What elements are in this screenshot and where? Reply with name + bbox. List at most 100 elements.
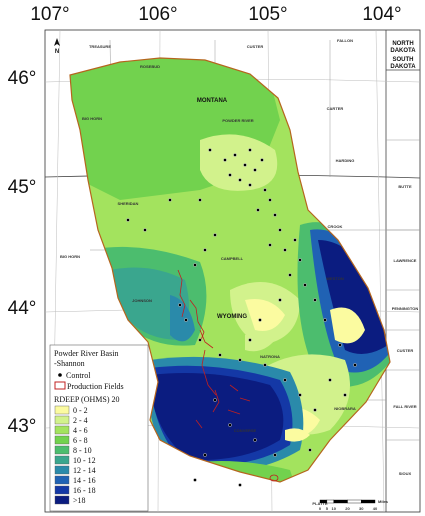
control-point	[258, 318, 262, 322]
control-point	[238, 178, 242, 182]
control-point	[273, 213, 277, 217]
scale-tick-label: 10	[332, 506, 337, 511]
scale-segment	[333, 499, 348, 504]
control-point	[228, 173, 232, 177]
county-label: LAWRENCE	[394, 258, 417, 263]
legend-swatch	[54, 425, 70, 435]
north-arrow	[54, 38, 60, 46]
county-label: CARTER	[327, 106, 344, 111]
scale-segment	[326, 499, 334, 504]
control-point	[203, 248, 207, 252]
scale-segment	[347, 499, 362, 504]
county-label: PENNINGTON	[392, 306, 419, 311]
control-point	[263, 188, 267, 192]
legend-title: Powder River Basin	[54, 349, 118, 358]
county-label: BIG HORN	[82, 116, 102, 121]
county-label: POWDER RIVER	[222, 118, 253, 123]
control-point	[278, 228, 282, 232]
control-point	[223, 158, 227, 162]
resistivity-zone	[318, 240, 388, 354]
control-point	[253, 168, 257, 172]
county-label: CONVERSE	[234, 428, 257, 433]
control-point	[243, 163, 247, 167]
longitude-label: 104°	[362, 4, 401, 25]
control-point	[293, 238, 297, 242]
control-points	[126, 148, 357, 487]
control-point	[193, 478, 197, 482]
control-point	[178, 303, 182, 307]
control-point	[228, 423, 232, 427]
control-point	[260, 158, 264, 162]
control-point	[198, 338, 202, 342]
control-point	[268, 198, 272, 202]
resistivity-zone	[200, 134, 278, 191]
county-label: NIOBRARA	[334, 406, 356, 411]
resistivity-zone	[150, 372, 284, 461]
control-point	[313, 298, 317, 302]
legend-swatch	[54, 415, 70, 425]
control-point	[323, 318, 327, 322]
legend: Powder River Basin -Shannon Control Prod…	[49, 344, 149, 512]
control-point	[283, 248, 287, 252]
legend-swatch	[54, 465, 70, 475]
legend-swatch	[54, 485, 70, 495]
county-label: ROSEBUD	[140, 64, 160, 69]
legend-class-label: 2 - 4	[73, 416, 88, 425]
control-point	[248, 338, 252, 342]
control-point	[298, 393, 302, 397]
control-point	[303, 283, 307, 287]
control-point	[278, 298, 282, 302]
latitude-label: 43°	[8, 416, 37, 437]
control-point	[208, 148, 212, 152]
north-label: N	[55, 49, 59, 55]
county-label: PLATTE	[312, 501, 328, 506]
control-point	[193, 263, 197, 267]
latitude-label: 46°	[8, 68, 37, 89]
control-point	[213, 398, 217, 402]
legend-swatch	[54, 455, 70, 465]
control-point	[263, 363, 267, 367]
control-point	[143, 228, 147, 232]
legend-class-label: 16 - 18	[73, 486, 96, 495]
county-label: CROOK	[328, 224, 343, 229]
scale-tick-label: 30	[359, 506, 364, 511]
county-label: JOHNSON	[132, 298, 152, 303]
county-label: FALL RIVER	[393, 404, 416, 409]
control-point	[253, 438, 257, 442]
control-point	[353, 363, 357, 367]
state-label: NORTH	[392, 41, 413, 47]
scale-tick-label: 0	[319, 506, 322, 511]
scale-unit: Miles	[378, 499, 389, 504]
control-symbol	[58, 373, 62, 377]
latitude-label: 44°	[8, 298, 37, 319]
state-label: WYOMING	[217, 314, 247, 320]
county-label: SIOUX	[399, 471, 412, 476]
legend-class-label: 0 - 2	[73, 406, 88, 415]
legend-symbol-label: Control	[66, 371, 91, 380]
control-point	[343, 393, 347, 397]
control-point	[203, 453, 207, 457]
legend-swatch	[54, 445, 70, 455]
control-point	[233, 153, 237, 157]
state-label: DAKOTA	[390, 64, 416, 70]
county-label: CUSTER	[247, 44, 264, 49]
resistivity-zone	[110, 267, 189, 340]
scale-tick-label: 5	[326, 506, 329, 511]
legend-title: -Shannon	[54, 359, 85, 368]
control-point	[184, 318, 188, 322]
scale-segment	[361, 499, 376, 504]
control-point	[328, 378, 332, 382]
legend-class-label: 14 - 16	[73, 476, 96, 485]
legend-subtitle: RDEEP (OHMS) 20	[54, 395, 119, 404]
state-label: MONTANA	[197, 98, 228, 104]
control-point	[248, 183, 252, 187]
control-point	[218, 353, 222, 357]
county-label: HARDING	[336, 158, 355, 163]
county-label: CUSTER	[397, 348, 414, 353]
scale-tick-label: 20	[345, 506, 350, 511]
state-label: SOUTH	[393, 57, 414, 63]
control-point	[308, 448, 312, 452]
county-label: BIG HORN	[60, 254, 80, 259]
